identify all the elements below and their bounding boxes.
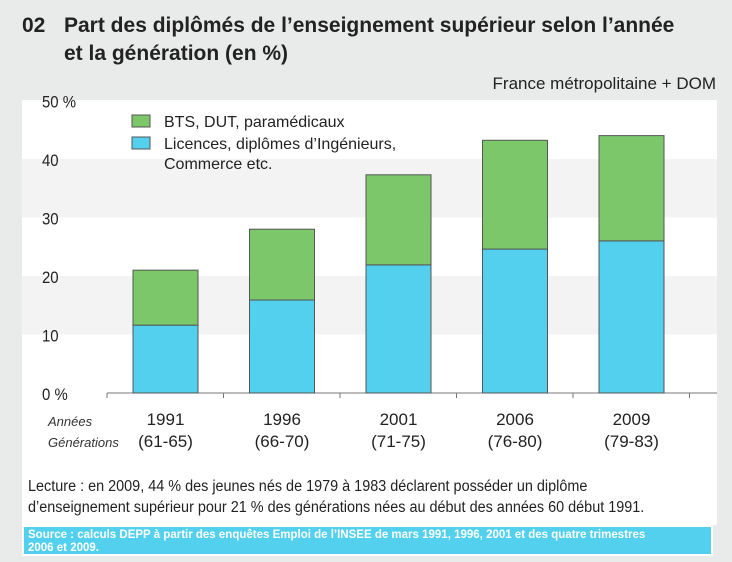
figure-number: 02: [22, 14, 46, 37]
x-tick-generation: (66-70): [255, 432, 310, 451]
row-label-annees: Années: [47, 414, 93, 429]
bar-chart: 0 % 10 20 30 40 50 % 1991 (61-65) 1996 (66-70) 200…: [22, 94, 717, 451]
x-tick-year: 2009: [613, 410, 651, 429]
y-tick-label: 40: [42, 152, 59, 170]
x-tick-year: 1991: [147, 410, 185, 429]
bar-bts-2006: [482, 139, 548, 250]
x-tick-year: 1996: [263, 410, 301, 429]
title-line-2: et la génération (en %): [64, 42, 289, 65]
y-tick-label: 20: [42, 269, 59, 287]
source-note: Source : calculs DEPP à partir des enquê…: [22, 525, 713, 556]
lecture-note: Lecture : en 2009, 44 % des jeunes nés d…: [28, 476, 644, 518]
y-tick-label: 10: [42, 328, 59, 346]
x-tick-year: 2006: [496, 410, 534, 429]
legend-label-licences-2: Commerce etc.: [164, 156, 272, 173]
bar-licences-2001: [365, 264, 432, 394]
source-line-1: Source : calculs DEPP à partir des enquê…: [28, 529, 646, 541]
legend-swatch-bts: [131, 114, 151, 128]
chart-title: 02 Part des diplômés de l’enseignement su…: [22, 12, 674, 68]
bar-bts-2001: [365, 174, 432, 266]
bar-licences-2009: [598, 240, 665, 394]
legend-swatch-licences: [131, 136, 151, 150]
lecture-line-2: d’enseignement supérieur pour 21 % des g…: [28, 499, 645, 516]
x-tick-generation: (71-75): [371, 432, 426, 451]
title-line-1: Part des diplômés de l’enseignement supé…: [64, 14, 675, 37]
lecture-line-1: Lecture : en 2009, 44 % des jeunes nés d…: [28, 478, 588, 495]
bar-licences-1991: [132, 324, 199, 394]
bar-licences-1996: [249, 299, 315, 394]
bar-bts-1991: [132, 269, 199, 326]
y-tick-label: 50 %: [42, 94, 76, 112]
x-tick-generation: (79-83): [604, 432, 659, 451]
bar-licences-2006: [482, 248, 548, 394]
legend-label-bts: BTS, DUT, paramédicaux: [164, 114, 345, 131]
chart-subtitle: France métropolitaine + DOM: [492, 74, 716, 93]
bar-bts-1996: [249, 228, 315, 301]
x-tick-generation: (61-65): [138, 432, 193, 451]
bar-bts-2009: [598, 135, 665, 242]
y-tick-label: 0 %: [42, 386, 68, 404]
source-line-2: 2006 et 2009.: [28, 542, 99, 554]
x-tick-year: 2001: [380, 410, 418, 429]
row-label-generations: Générations: [48, 435, 119, 450]
y-tick-label: 30: [42, 211, 59, 229]
x-tick-generation: (76-80): [488, 432, 543, 451]
legend-label-licences-1: Licences, diplômes d’Ingénieurs,: [164, 136, 396, 153]
